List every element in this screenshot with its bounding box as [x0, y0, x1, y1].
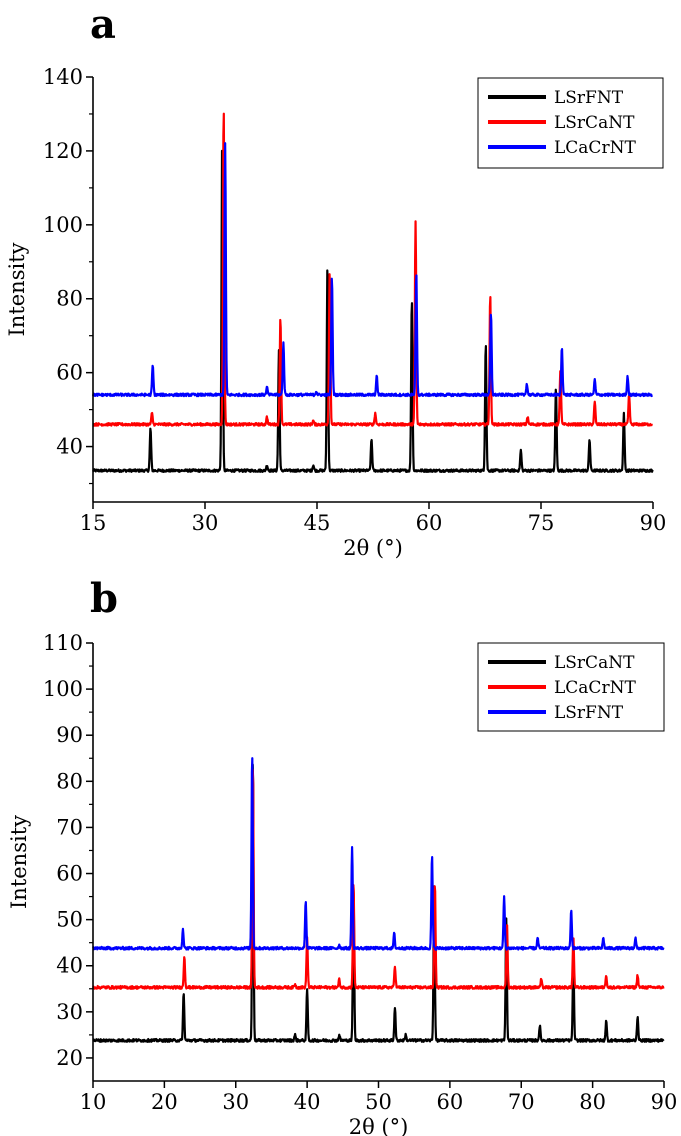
- y-tick-label: 60: [56, 361, 83, 385]
- x-tick-label: 30: [192, 511, 219, 535]
- y-tick-label: 80: [56, 287, 83, 311]
- chart-panel-a: a 40 60 80 100 120 140 15 30 45 60 75 90 2θ (°) Intens…: [5, 1, 666, 560]
- y-tick-label: 90: [56, 723, 83, 747]
- y-tick-label: 40: [56, 435, 83, 459]
- series-line-LSrFNT: [92, 149, 654, 473]
- legend: LSrCaNT LCaCrNT LSrFNT: [477, 642, 665, 732]
- x-tick-label: 90: [651, 1090, 678, 1114]
- y-tick-label: 100: [43, 677, 83, 701]
- y-tick-label: 50: [56, 908, 83, 932]
- x-tick-label: 50: [365, 1090, 392, 1114]
- y-axis-title: Intensity: [7, 815, 31, 909]
- legend-label-LCaCrNT: LCaCrNT: [554, 678, 636, 698]
- x-tick-label: 60: [416, 511, 443, 535]
- x-tick-label: 30: [222, 1090, 249, 1114]
- x-tick-label: 70: [508, 1090, 535, 1114]
- y-tick-label: 40: [56, 954, 83, 978]
- legend-label-LSrFNT: LSrFNT: [554, 703, 624, 723]
- panel-label: b: [90, 575, 118, 622]
- y-tick-label: 70: [56, 815, 83, 839]
- y-tick-label: 110: [43, 631, 83, 655]
- x-tick-label: 80: [579, 1090, 606, 1114]
- x-tick-label: 40: [294, 1090, 321, 1114]
- series-line-LCaCrNT: [91, 768, 665, 990]
- y-tick-label: 140: [43, 65, 83, 89]
- legend: LSrFNT LSrCaNT LCaCrNT: [477, 77, 664, 169]
- series-line-LSrCaNT: [92, 763, 665, 1043]
- series-line-LCaCrNT: [91, 142, 654, 398]
- y-tick-label: 120: [43, 139, 83, 163]
- series-line-LSrFNT: [92, 757, 665, 951]
- x-tick-label: 60: [437, 1090, 464, 1114]
- y-tick-label: 100: [43, 213, 83, 237]
- panel-label: a: [90, 1, 116, 48]
- x-tick-label: 45: [304, 511, 331, 535]
- x-axis-title: 2θ (°): [349, 1115, 409, 1136]
- legend-label-LSrCaNT: LSrCaNT: [554, 653, 635, 673]
- y-tick-label: 60: [56, 862, 83, 886]
- x-tick-label: 90: [640, 511, 667, 535]
- x-tick-label: 10: [80, 1090, 107, 1114]
- x-tick-label: 15: [80, 511, 107, 535]
- x-axis-title: 2θ (°): [343, 536, 403, 560]
- y-tick-label: 80: [56, 769, 83, 793]
- legend-label-LCaCrNT: LCaCrNT: [554, 138, 636, 158]
- series-line-LSrCaNT: [92, 112, 654, 427]
- y-tick-label: 20: [56, 1046, 83, 1070]
- legend-label-LSrCaNT: LSrCaNT: [554, 113, 635, 133]
- legend-label-LSrFNT: LSrFNT: [554, 88, 624, 108]
- y-tick-label: 30: [56, 1000, 83, 1024]
- chart-panel-b: b 20 30 40 50 60 70 80 90 100 110 10 20 30 40 50 60 70 80 9…: [7, 575, 677, 1136]
- y-axis-title: Intensity: [5, 242, 29, 336]
- x-tick-label: 20: [151, 1090, 178, 1114]
- x-tick-label: 75: [528, 511, 555, 535]
